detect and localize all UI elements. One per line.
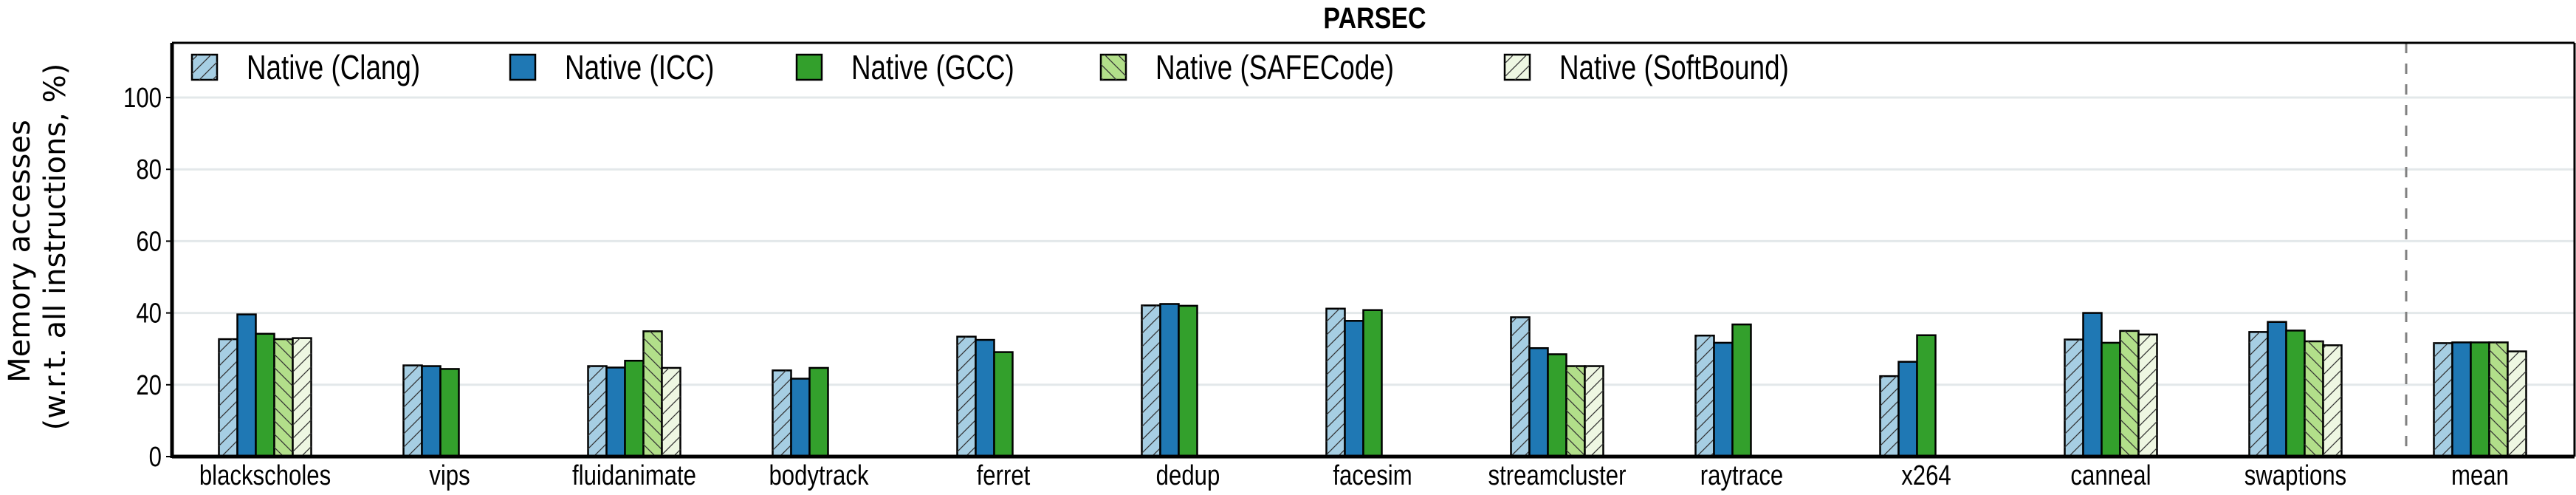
legend-swatch-hatch	[192, 55, 217, 80]
bar	[975, 338, 995, 458]
x-tick-label: bodytrack	[769, 460, 869, 491]
bar-hatch	[1326, 308, 1345, 457]
x-tick-label: fluidanimate	[572, 460, 696, 491]
y-tick-label: 40	[136, 298, 162, 330]
bar	[1897, 361, 1918, 458]
bar-hatch	[1695, 335, 1714, 457]
legend-label: Native (ICC)	[565, 48, 714, 86]
y-tick-label: 100	[123, 83, 162, 114]
bar	[790, 378, 811, 458]
bar	[2285, 330, 2306, 458]
chart-title: PARSEC	[1323, 1, 1426, 34]
x-tick-label: mean	[2451, 460, 2509, 491]
bar	[1731, 323, 1752, 458]
y-axis-label-line2: (w.r.t. all instructions, %)	[38, 64, 72, 431]
bar	[2451, 341, 2472, 458]
legend-label: Native (SAFECode)	[1155, 48, 1394, 86]
bar-hatch	[2323, 345, 2342, 457]
bar	[624, 359, 645, 458]
legend: Native (Clang) Native (ICC) Native (GCC) Na…	[190, 48, 1789, 86]
legend-swatch-hatch	[1505, 55, 1530, 80]
bar-hatch	[662, 367, 681, 457]
bar-hatch	[588, 366, 607, 457]
x-tick-label: raytrace	[1700, 460, 1784, 491]
bar-hatch	[1880, 376, 1899, 457]
bar-hatch	[292, 338, 312, 457]
x-tick-label: vips	[429, 460, 470, 491]
legend-label: Native (SoftBound)	[1559, 48, 1789, 86]
bar-hatch	[643, 331, 662, 457]
bar	[2101, 341, 2121, 458]
bar-hatch	[2064, 339, 2084, 457]
bar	[1178, 304, 1198, 458]
bar	[1713, 341, 1734, 458]
legend-swatch-hatch	[1101, 55, 1126, 80]
bar	[439, 368, 460, 458]
bar	[1159, 303, 1180, 458]
bar	[2470, 341, 2490, 458]
bars	[218, 303, 2527, 458]
bar	[1528, 346, 1549, 458]
bar	[236, 313, 257, 458]
bar-hatch	[274, 339, 293, 457]
bar	[808, 366, 829, 458]
bar	[993, 351, 1014, 458]
bar	[1916, 334, 1937, 458]
bar-hatch	[1584, 366, 1604, 457]
bar-hatch	[2507, 351, 2527, 457]
gridlines	[172, 96, 2575, 386]
x-tick-label: blackscholes	[199, 460, 331, 491]
bar-hatch	[2138, 334, 2157, 457]
bar-hatch	[2120, 330, 2139, 457]
bar-hatch	[219, 339, 238, 457]
bar-hatch	[1566, 366, 1585, 457]
x-tick-label: dedup	[1156, 460, 1220, 491]
bar	[255, 332, 275, 458]
bar	[605, 366, 626, 458]
x-tick-label: x264	[1901, 460, 1951, 491]
bar-hatch	[2434, 343, 2453, 457]
x-tick-label: ferret	[977, 460, 1031, 491]
legend-label: Native (Clang)	[247, 48, 420, 86]
x-tick-label: swaptions	[2244, 460, 2347, 491]
y-tick-label: 80	[136, 154, 162, 185]
y-tick-label: 20	[136, 370, 162, 401]
bar	[2267, 321, 2287, 458]
bar-hatch	[2304, 341, 2323, 457]
bar-hatch	[772, 370, 791, 457]
bar-hatch	[957, 336, 976, 457]
bar	[1362, 309, 1383, 458]
bar	[1547, 353, 1567, 458]
x-tick-label: facesim	[1333, 460, 1412, 491]
bar-hatch	[403, 365, 422, 457]
legend-label: Native (GCC)	[851, 48, 1014, 86]
bar-hatch	[1511, 317, 1530, 457]
x-tick-label: canneal	[2070, 460, 2151, 491]
legend-swatch	[509, 53, 537, 81]
x-tick-label: streamcluster	[1488, 460, 1627, 491]
bar	[1344, 320, 1364, 458]
legend-swatch	[795, 53, 823, 81]
y-tick-label: 60	[136, 227, 162, 258]
bar-hatch	[2249, 332, 2268, 457]
bar-hatch	[1141, 305, 1161, 457]
bar	[421, 365, 442, 458]
bar-hatch	[2489, 342, 2508, 457]
axes: 0 20 40 60 80 100 blackscholes vips fluidanimate…	[123, 41, 2576, 491]
y-axis-label-line1: Memory accesses	[3, 120, 37, 383]
y-tick-label: 0	[149, 442, 162, 473]
bar	[2082, 312, 2103, 458]
